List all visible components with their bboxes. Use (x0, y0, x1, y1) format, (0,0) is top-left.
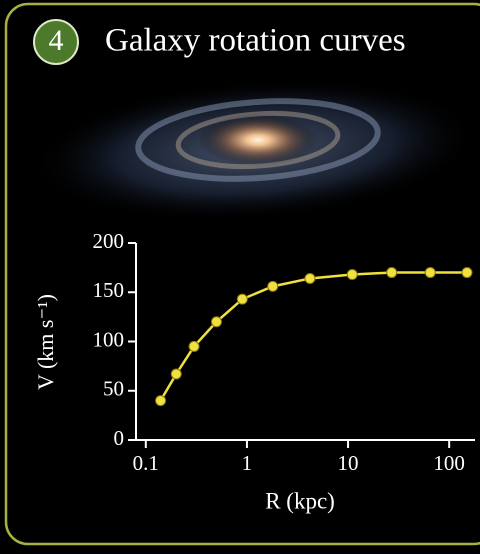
chart-title: Galaxy rotation curves (105, 23, 406, 59)
data-point (461, 267, 473, 279)
data-point (155, 395, 167, 407)
data-point (346, 269, 358, 281)
data-point (236, 293, 248, 305)
data-point (210, 316, 222, 328)
data-point (424, 267, 436, 279)
data-point (188, 340, 200, 352)
y-axis-label: V (km s⁻¹) (33, 294, 58, 390)
y-tick-label: 200 (93, 229, 125, 253)
data-point (386, 267, 398, 279)
x-tick-label: 100 (433, 451, 465, 475)
galaxy-image (30, 78, 480, 222)
x-tick-label: 1 (242, 451, 253, 475)
data-point (170, 368, 182, 380)
x-tick-label: 0.1 (133, 451, 159, 475)
badge (33, 19, 79, 65)
data-point (304, 272, 316, 284)
data-point (267, 280, 279, 292)
x-axis-label: R (kpc) (265, 488, 335, 513)
y-tick-label: 50 (103, 377, 124, 401)
y-tick-label: 100 (93, 327, 125, 351)
y-tick-label: 0 (114, 426, 125, 450)
x-tick-label: 10 (338, 451, 359, 475)
panel-border (4, 2, 480, 546)
y-tick-label: 150 (93, 278, 125, 302)
badge-number: 4 (49, 24, 64, 57)
